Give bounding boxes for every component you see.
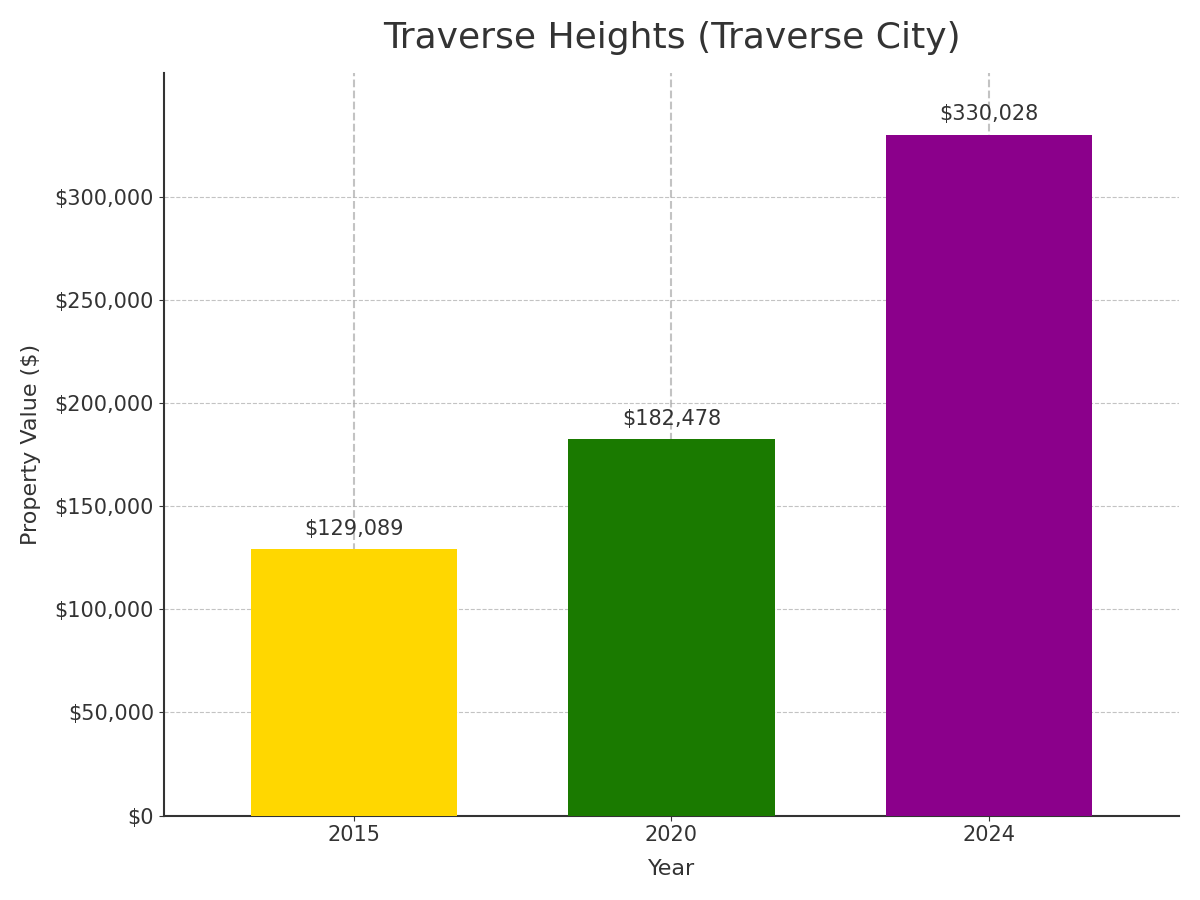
Text: $129,089: $129,089 bbox=[305, 519, 404, 539]
Title: Traverse Heights (Traverse City): Traverse Heights (Traverse City) bbox=[383, 21, 960, 55]
Y-axis label: Property Value ($): Property Value ($) bbox=[20, 344, 41, 544]
Bar bbox=[569, 439, 775, 815]
Bar bbox=[251, 549, 457, 815]
X-axis label: Year: Year bbox=[648, 860, 695, 879]
Bar bbox=[886, 135, 1092, 815]
Text: $182,478: $182,478 bbox=[622, 409, 721, 428]
Text: $330,028: $330,028 bbox=[940, 104, 1038, 124]
